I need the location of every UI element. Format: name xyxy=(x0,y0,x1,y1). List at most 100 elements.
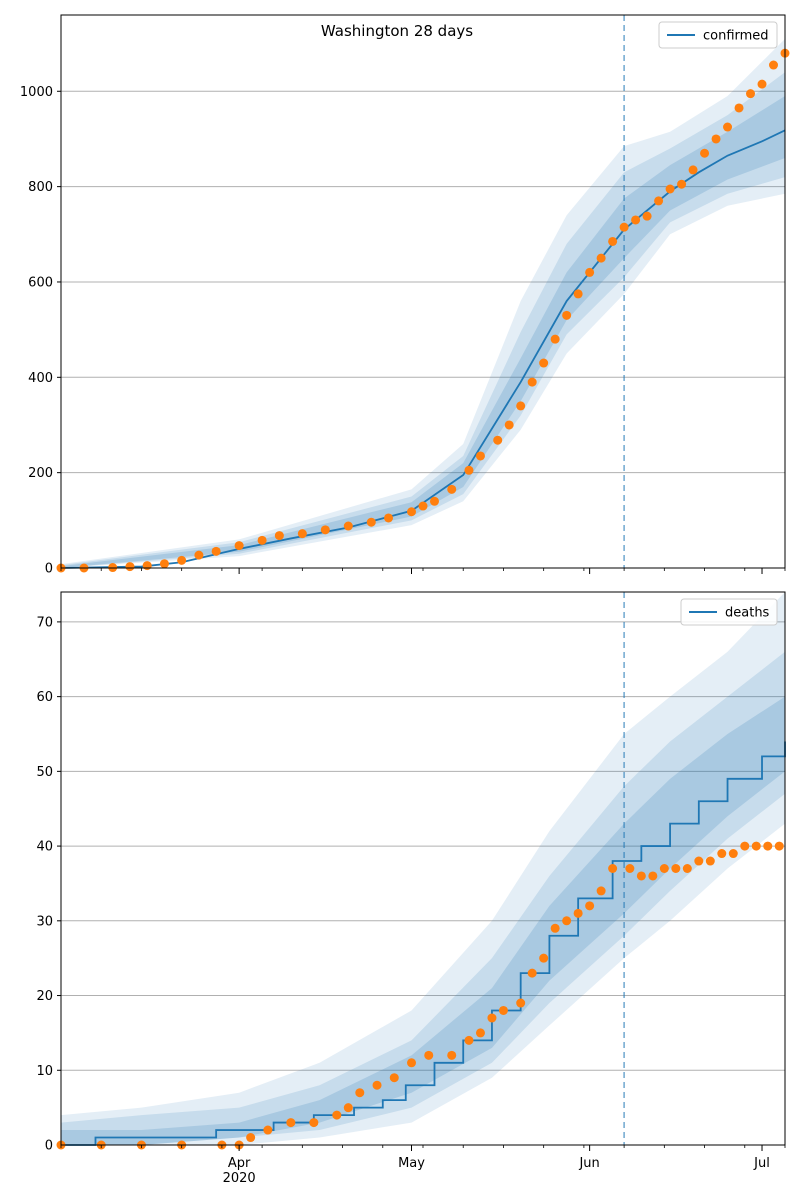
y-tick-label: 0 xyxy=(45,1139,53,1154)
observed-point xyxy=(366,517,376,527)
observed-point xyxy=(728,849,738,859)
observed-point xyxy=(447,484,457,494)
observed-point xyxy=(746,89,756,99)
observed-point xyxy=(234,541,244,551)
observed-point xyxy=(573,289,583,299)
y-tick-label: 800 xyxy=(28,180,53,195)
deaths-panel: 0 10 20 30 40 50 60 70 deaths xyxy=(36,591,786,1154)
y-tick-label: 0 xyxy=(45,562,53,577)
observed-point xyxy=(424,1050,434,1060)
x-axis-labels: Apr May Jun Jul 2020 xyxy=(223,1156,770,1186)
observed-point xyxy=(464,465,474,475)
observed-point xyxy=(659,864,669,873)
observed-point xyxy=(665,184,675,194)
y-tick-label: 200 xyxy=(28,466,53,481)
observed-point xyxy=(631,215,641,225)
observed-point xyxy=(774,841,784,851)
observed-point xyxy=(407,1058,417,1068)
forecast-band xyxy=(61,96,785,569)
observed-point xyxy=(516,401,526,411)
observed-point xyxy=(516,998,526,1008)
observed-point xyxy=(447,1050,457,1060)
observed-point xyxy=(475,1028,485,1038)
observed-point xyxy=(596,886,606,896)
observed-point xyxy=(464,1035,474,1045)
observed-point xyxy=(407,507,417,517)
observed-point xyxy=(671,864,681,873)
observed-point xyxy=(705,856,715,866)
observed-point xyxy=(596,253,606,263)
observed-point xyxy=(763,841,773,851)
figure-title: Washington 28 days xyxy=(321,22,473,40)
observed-point xyxy=(642,211,652,221)
observed-point xyxy=(654,196,664,206)
y-tick-label: 50 xyxy=(36,765,53,780)
legend-label: confirmed xyxy=(703,29,769,44)
observed-point xyxy=(142,561,152,571)
forecast-band xyxy=(61,592,785,1145)
observed-point xyxy=(734,103,744,113)
observed-point xyxy=(332,1110,342,1120)
observed-point xyxy=(343,1103,353,1113)
observed-point xyxy=(539,358,549,368)
x-tick-label: Jul xyxy=(753,1156,770,1171)
y-tick-label: 70 xyxy=(36,615,53,630)
forecast-band xyxy=(61,651,785,1145)
x-year-label: 2020 xyxy=(223,1171,256,1186)
forecast-band xyxy=(61,696,785,1145)
x-tick-label: Jun xyxy=(578,1156,599,1171)
observed-point xyxy=(682,864,692,873)
observed-point xyxy=(343,521,353,531)
y-tick-label: 20 xyxy=(36,989,53,1004)
legend-box xyxy=(658,21,778,49)
observed-point xyxy=(429,496,439,506)
observed-point xyxy=(757,79,767,89)
observed-point xyxy=(694,856,704,866)
observed-point xyxy=(625,864,635,873)
observed-point xyxy=(286,1118,296,1128)
observed-point xyxy=(585,901,595,911)
observed-point xyxy=(562,310,572,320)
observed-point xyxy=(418,501,428,511)
observed-point xyxy=(389,1073,399,1083)
legend-box xyxy=(680,598,778,626)
observed-point xyxy=(550,923,560,933)
observed-point xyxy=(498,1005,508,1015)
observed-point xyxy=(257,535,267,545)
observed-point xyxy=(372,1080,382,1090)
observed-point xyxy=(475,451,485,461)
observed-point xyxy=(740,841,750,851)
observed-point xyxy=(194,550,204,560)
observed-point xyxy=(297,529,307,539)
y-tick-label: 1000 xyxy=(20,85,53,100)
observed-point xyxy=(636,871,646,881)
observed-point xyxy=(355,1088,365,1098)
confirmed-panel: 0 200 400 600 800 1000 confirmed xyxy=(20,14,790,577)
observed-point xyxy=(263,1125,273,1135)
observed-point xyxy=(274,531,284,541)
observed-point xyxy=(125,562,135,572)
observed-point xyxy=(648,871,658,881)
observed-point xyxy=(309,1118,319,1128)
observed-point xyxy=(608,236,618,246)
observed-point xyxy=(585,267,595,277)
x-tick-label: May xyxy=(398,1156,425,1171)
y-tick-label: 600 xyxy=(28,275,53,290)
observed-point xyxy=(527,377,537,387)
observed-point xyxy=(751,841,761,851)
y-tick-label: 30 xyxy=(36,914,53,929)
x-tick-label: Apr xyxy=(228,1156,251,1171)
observed-point xyxy=(619,222,629,232)
observed-point xyxy=(527,968,537,978)
observed-point xyxy=(504,420,514,430)
observed-point xyxy=(562,916,572,926)
observed-point xyxy=(159,559,169,569)
y-tick-label: 400 xyxy=(28,371,53,386)
observed-point xyxy=(717,849,727,859)
observed-point xyxy=(539,953,549,963)
observed-point xyxy=(177,555,187,565)
observed-point xyxy=(723,122,733,132)
observed-point xyxy=(573,908,583,918)
